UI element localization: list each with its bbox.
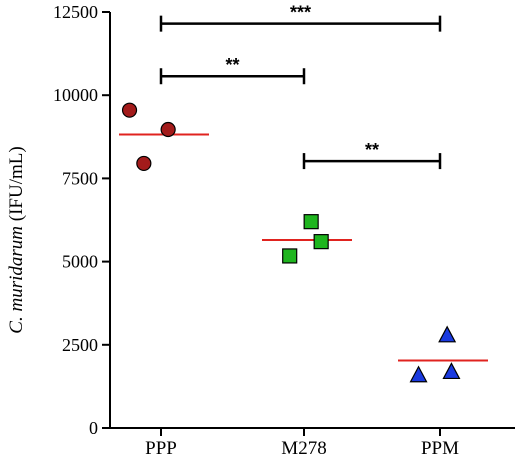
data-point-triangle <box>409 365 428 383</box>
x-tick-label: M278 <box>281 438 326 459</box>
y-axis-title-units: (IFU/mL) <box>6 146 27 226</box>
axes: 0 2500 5000 7500 10000 12500 PPP M278 PPM <box>53 2 515 459</box>
data-point-triangle <box>442 362 461 380</box>
data-point-square <box>303 214 319 230</box>
y-axis-title: C. muridarum (IFU/mL) <box>6 146 27 333</box>
significance-label: *** <box>290 3 311 23</box>
y-tick-label: 12500 <box>53 2 98 22</box>
data-point-circle <box>136 155 152 172</box>
data-point-square <box>282 248 298 264</box>
y-tick-label: 2500 <box>62 335 98 355</box>
y-tick-label: 0 <box>89 418 98 438</box>
data-point-triangle <box>438 325 457 343</box>
y-tick-label: 5000 <box>62 252 98 272</box>
data-point-circle <box>160 121 176 138</box>
significance-label: ** <box>225 55 239 75</box>
significance-brackets: ******* <box>159 3 442 170</box>
y-tick-label: 7500 <box>62 168 98 188</box>
y-tick-label: 10000 <box>53 85 98 105</box>
data-point-circle <box>121 102 138 118</box>
x-tick-label: PPP <box>145 438 177 459</box>
y-axis-title-italic: C. muridarum <box>6 226 27 334</box>
significance-bracket: *** <box>159 3 442 32</box>
significance-bracket: ** <box>159 55 306 85</box>
significance-label: ** <box>365 140 379 160</box>
data-points <box>121 102 461 383</box>
significance-bracket: ** <box>302 140 442 170</box>
data-point-square <box>313 234 329 250</box>
x-tick-label: PPM <box>421 438 459 459</box>
